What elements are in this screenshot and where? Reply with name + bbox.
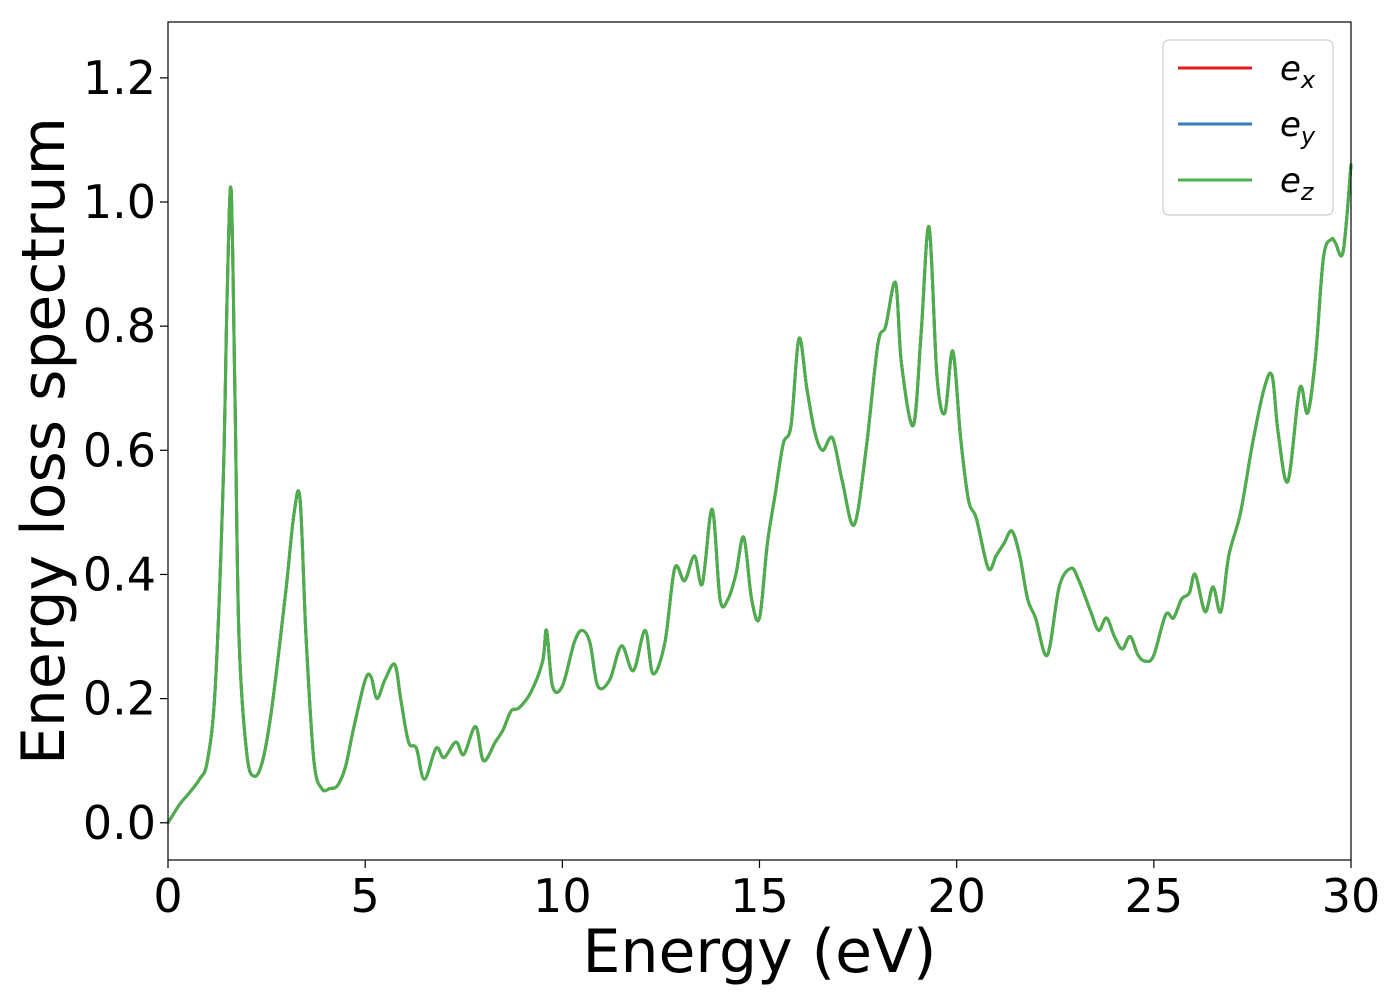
x-axis-title: Energy (eV) (583, 917, 937, 987)
y-axis-title: Energy loss spectrum (9, 117, 79, 765)
axis-ticks: 0 5 10 15 20 25 30 0.0 0.2 0.4 0.6 0.8 1.0 1.2 (83, 51, 1380, 923)
legend-label-e-y: ey (1280, 105, 1316, 150)
series-layer (166, 163, 1353, 825)
x-tick-label: 25 (1125, 869, 1184, 923)
x-tick-label: 30 (1322, 869, 1381, 923)
legend-box (1162, 39, 1334, 216)
series-line-e-x (166, 163, 1353, 825)
y-tick-label: 0.8 (83, 299, 156, 353)
legend-label-e-x: ex (1280, 49, 1316, 94)
legend-label-e-z: ez (1280, 161, 1315, 206)
x-tick-label: 15 (730, 869, 789, 923)
x-tick-label: 0 (153, 869, 182, 923)
x-tick-label: 10 (533, 869, 592, 923)
series-line-e-y (166, 163, 1353, 825)
y-tick-label: 1.2 (83, 51, 156, 105)
x-tick-label: 5 (351, 869, 380, 923)
y-tick-label: 1.0 (83, 175, 156, 229)
y-tick-label: 0.4 (83, 547, 156, 601)
legend-items: ex ey ez (1178, 49, 1316, 206)
y-tick-label: 0.2 (83, 672, 156, 726)
legend: ex ey ez (1162, 39, 1334, 216)
y-tick-label: 0.0 (83, 796, 156, 850)
x-tick-label: 20 (927, 869, 986, 923)
y-tick-label: 0.6 (83, 423, 156, 477)
series-line-e-z (166, 163, 1353, 825)
